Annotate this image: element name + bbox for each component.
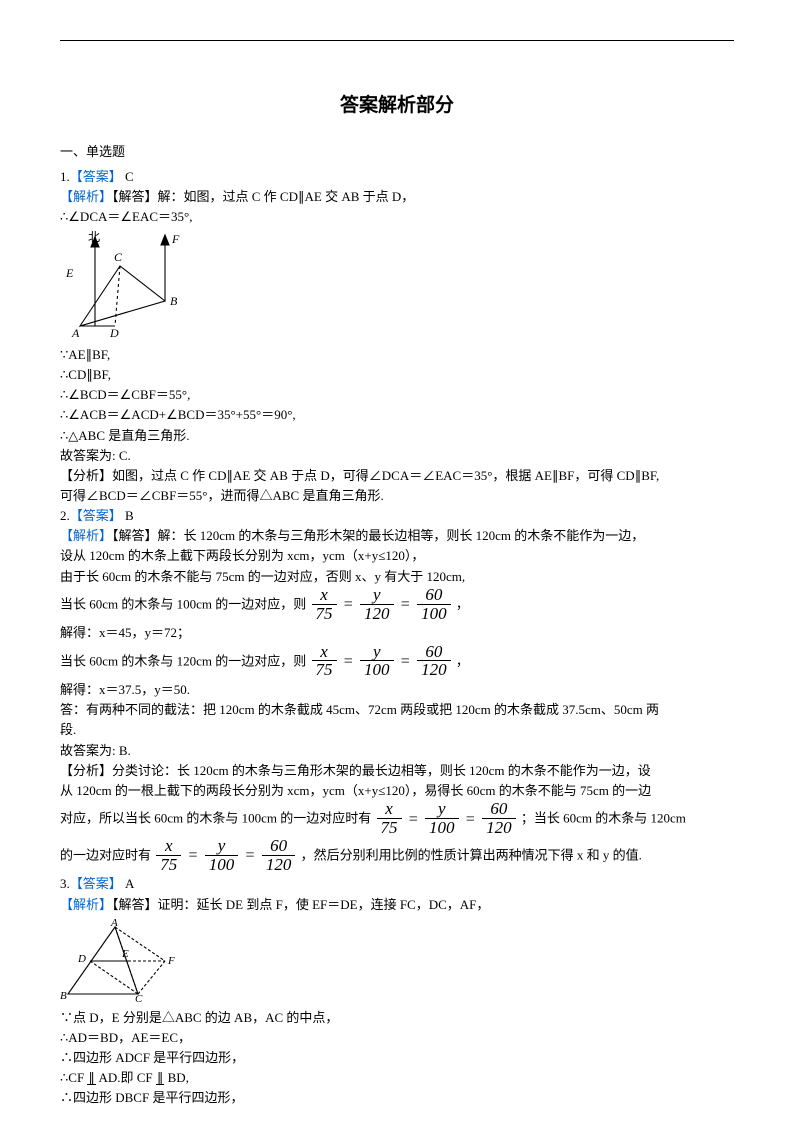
- svg-text:北: 北: [88, 231, 100, 244]
- svg-text:C: C: [114, 250, 123, 264]
- q2-l5a: 当长 60cm 的木条与 120cm 的一边对应，则: [60, 653, 310, 668]
- q2-num: 2.: [60, 508, 70, 523]
- q3-diagram: A B C D E F: [60, 919, 734, 1004]
- svg-text:C: C: [135, 993, 143, 1004]
- q3-l2: ∴AD＝BD，AE＝EC，: [60, 1028, 734, 1048]
- svg-text:A: A: [110, 919, 118, 929]
- svg-text:A: A: [71, 326, 80, 340]
- svg-text:B: B: [170, 294, 178, 308]
- q2-l8: 故答案为: B.: [60, 741, 734, 761]
- frac: x75: [377, 800, 402, 837]
- svg-text:D: D: [109, 326, 119, 340]
- svg-text:B: B: [60, 990, 67, 1002]
- svg-text:E: E: [65, 266, 74, 280]
- q2-fx3: 对应，所以当长 60cm 的木条与 100cm 的一边对应时有 x75 = y1…: [60, 801, 734, 838]
- q3-l4c: BD,: [164, 1070, 189, 1085]
- q2-jiexi-line: 【解析】【解答】解：长 120cm 的木条与三角形木架的最长边相等，则长 120…: [60, 526, 734, 546]
- frac: y120: [360, 586, 394, 623]
- frac: x75: [312, 643, 337, 680]
- jiexi-label: 【解析】: [60, 528, 112, 543]
- q1-fx-text: 【分析】如图，过点 C 作 CD∥AE 交 AB 于点 D，可得∠DCA＝∠EA…: [60, 468, 659, 483]
- q2-jieda: 【解答】解：长 120cm 的木条与三角形木架的最长边相等，则长 120cm 的…: [112, 528, 644, 543]
- q3-jieda: 【解答】证明：延长 DE 到点 F，使 EF＝DE，连接 FC，DC，AF，: [112, 897, 489, 912]
- section-heading: 一、单选题: [60, 142, 734, 162]
- q2-l4: 解得：x＝45，y＝72；: [60, 623, 734, 643]
- answer-label: 【答案】: [70, 876, 122, 891]
- q1-fx2: 可得∠BCD＝∠CBF＝55°，进而得△ABC 是直角三角形.: [60, 486, 734, 506]
- equals: =: [401, 653, 410, 670]
- q1-num: 1.: [60, 169, 70, 184]
- q1-jiexi-line: 【解析】【解答】解：如图，过点 C 作 CD∥AE 交 AB 于点 D，: [60, 187, 734, 207]
- frac: x75: [156, 837, 181, 874]
- q2-fx1: 【分析】分类讨论：长 120cm 的木条与三角形木架的最长边相等，则长 120c…: [60, 761, 734, 781]
- q3-l3: ∴四边形 ADCF 是平行四边形，: [60, 1048, 734, 1068]
- q1-l3: ∴CD∥BF,: [60, 365, 734, 385]
- q2-fx2: 从 120cm 的一根上截下的两段长分别为 xcm，ycm（x+y≤120），易…: [60, 781, 734, 801]
- frac: 60120: [482, 800, 516, 837]
- q3-l4: ∴CF ∥ AD.即 CF ∥ BD,: [60, 1068, 734, 1088]
- q1-l6: ∴△ABC 是直角三角形.: [60, 426, 734, 446]
- frac: 60120: [262, 837, 296, 874]
- equals: =: [466, 811, 475, 828]
- answer-label: 【答案】: [70, 169, 122, 184]
- q3-l1: ∵点 D，E 分别是△ABC 的边 AB，AC 的中点，: [60, 1008, 734, 1028]
- q2-l6: 解得：x＝37.5，y＝50.: [60, 680, 734, 700]
- svg-text:F: F: [167, 955, 175, 967]
- equals: =: [401, 596, 410, 613]
- q2-fx3a: 对应，所以当长 60cm 的木条与 100cm 的一边对应时有: [60, 810, 375, 825]
- q2-fx4a: 的一边对应时有: [60, 847, 154, 862]
- equals: =: [189, 847, 198, 864]
- frac: 60100: [417, 586, 451, 623]
- q1-l4: ∴∠BCD＝∠CBF＝55°,: [60, 385, 734, 405]
- q2-l1: 设从 120cm 的木条上截下两段长分别为 xcm，ycm（x+y≤120），: [60, 546, 734, 566]
- q1-answer-line: 1.【答案】 C: [60, 167, 734, 187]
- q2-l3: 当长 60cm 的木条与 100cm 的一边对应，则 x75 = y120 = …: [60, 587, 734, 624]
- svg-text:E: E: [121, 948, 129, 960]
- q3-answer-line: 3.【答案】 A: [60, 874, 734, 894]
- q3-num: 3.: [60, 876, 70, 891]
- q1-fx: 【分析】如图，过点 C 作 CD∥AE 交 AB 于点 D，可得∠DCA＝∠EA…: [60, 466, 734, 486]
- frac: y100: [205, 837, 239, 874]
- q2-answer: B: [122, 508, 134, 523]
- q2-l3b: ，: [456, 596, 469, 611]
- q1-l1: ∴∠DCA＝∠EAC＝35°,: [60, 207, 734, 227]
- svg-text:D: D: [77, 953, 86, 965]
- q1-l5: ∴∠ACB＝∠ACD+∠BCD＝35°+55°＝90°,: [60, 405, 734, 425]
- q3-l5: ∴四边形 DBCF 是平行四边形，: [60, 1088, 734, 1108]
- q1-diagram: 北 F E C B A D: [60, 231, 734, 341]
- q2-l7: 答：有两种不同的截法：把 120cm 的木条截成 45cm、72cm 两段或把 …: [60, 700, 734, 720]
- q3-answer: A: [122, 876, 135, 891]
- frac: x75: [312, 586, 337, 623]
- frac: y100: [425, 800, 459, 837]
- q2-fx4: 的一边对应时有 x75 = y100 = 60120 ，然后分别利用比例的性质计…: [60, 838, 734, 875]
- q3-l4a: ∴CF: [60, 1070, 87, 1085]
- parallel-equal-icon: ∥: [87, 1071, 96, 1085]
- q2-l2: 由于长 60cm 的木条不能与 75cm 的一边对应，否则 x、y 有大于 12…: [60, 567, 734, 587]
- jiexi-label: 【解析】: [60, 897, 112, 912]
- frac: y100: [360, 643, 394, 680]
- q3-l4b: AD.即 CF: [96, 1070, 156, 1085]
- equals: =: [246, 847, 255, 864]
- q2-fx4b: ，然后分别利用比例的性质计算出两种情况下得 x 和 y 的值.: [301, 847, 642, 862]
- q2-fx3b: ；当长 60cm 的木条与 120cm: [521, 810, 686, 825]
- q2-l5b: ，: [456, 653, 469, 668]
- jiexi-label: 【解析】: [60, 189, 112, 204]
- q1-l7: 故答案为: C.: [60, 446, 734, 466]
- top-rule: [60, 40, 734, 41]
- equals: =: [344, 596, 353, 613]
- q3-jiexi-line: 【解析】【解答】证明：延长 DE 到点 F，使 EF＝DE，连接 FC，DC，A…: [60, 895, 734, 915]
- svg-text:F: F: [171, 232, 180, 246]
- frac: 60120: [417, 643, 451, 680]
- equals: =: [344, 653, 353, 670]
- q2-l5: 当长 60cm 的木条与 120cm 的一边对应，则 x75 = y100 = …: [60, 644, 734, 681]
- answer-label: 【答案】: [70, 508, 122, 523]
- equals: =: [409, 811, 418, 828]
- q1-jieda: 【解答】解：如图，过点 C 作 CD∥AE 交 AB 于点 D，: [112, 189, 414, 204]
- q2-l3a: 当长 60cm 的木条与 100cm 的一边对应，则: [60, 596, 310, 611]
- q2-answer-line: 2.【答案】 B: [60, 506, 734, 526]
- page-title: 答案解析部分: [60, 91, 734, 120]
- q1-answer: C: [122, 169, 134, 184]
- q2-l7b: 段.: [60, 720, 734, 740]
- q1-l2: ∵AE∥BF,: [60, 345, 734, 365]
